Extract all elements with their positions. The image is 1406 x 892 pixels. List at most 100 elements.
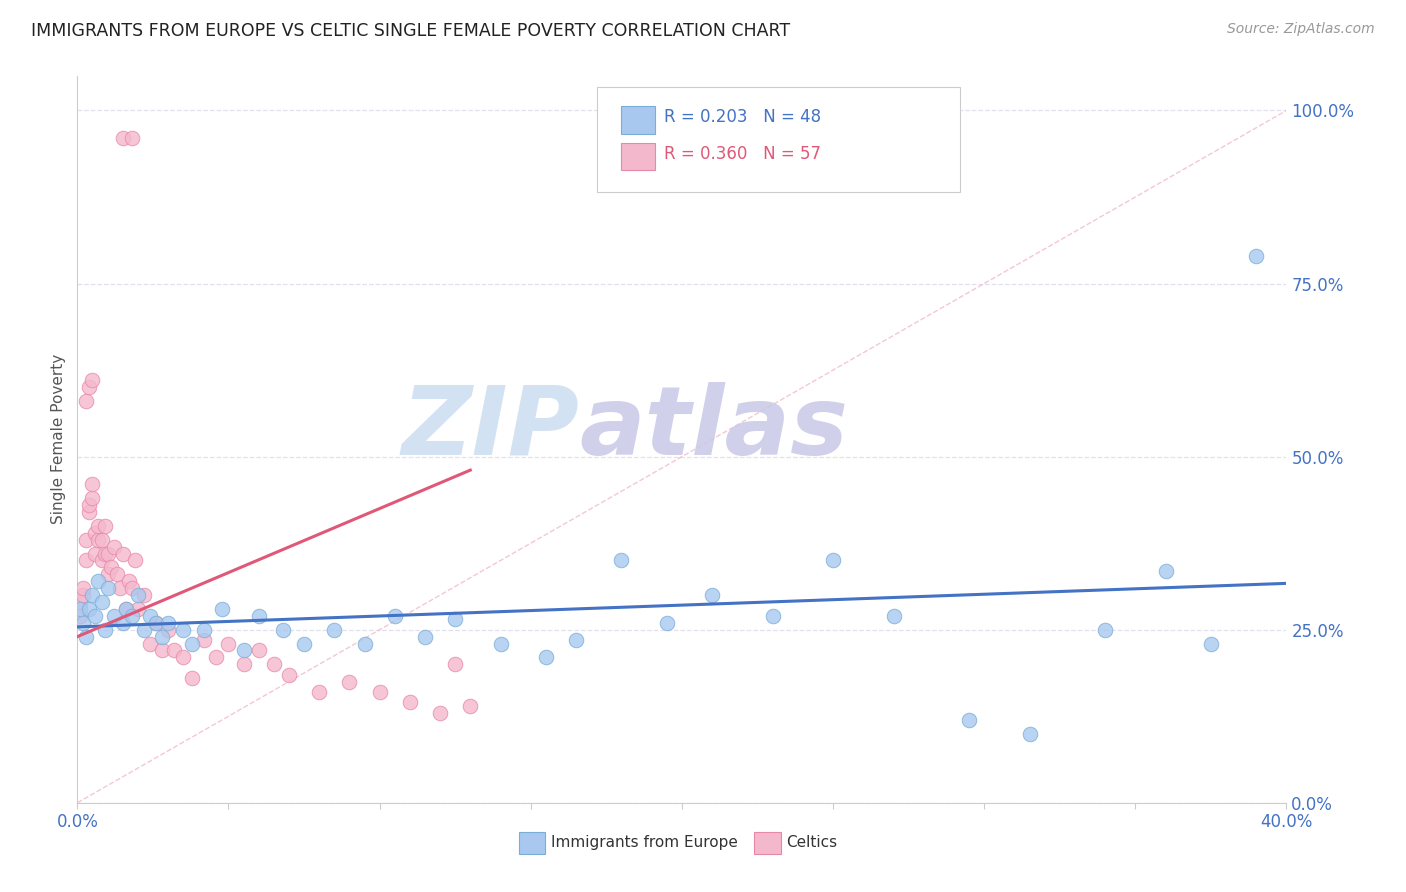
- Point: [69, 602, 91, 616]
- Point: [534, 650, 557, 665]
- Point: [278, 667, 301, 681]
- Point: [489, 636, 512, 650]
- Point: [84, 608, 107, 623]
- Point: [150, 643, 173, 657]
- Point: [762, 608, 785, 623]
- Point: [384, 608, 406, 623]
- Text: R = 0.203   N = 48: R = 0.203 N = 48: [664, 108, 821, 127]
- Point: [82, 477, 104, 491]
- Point: [218, 636, 240, 650]
- Point: [105, 567, 128, 582]
- Point: [84, 525, 107, 540]
- Y-axis label: Single Female Poverty: Single Female Poverty: [51, 354, 66, 524]
- FancyBboxPatch shape: [598, 87, 960, 192]
- Point: [132, 588, 155, 602]
- Text: Immigrants from Europe: Immigrants from Europe: [551, 835, 738, 850]
- Point: [108, 581, 131, 595]
- Point: [232, 643, 254, 657]
- Point: [75, 394, 97, 409]
- Point: [79, 602, 101, 616]
- Point: [702, 588, 724, 602]
- Point: [337, 674, 360, 689]
- Point: [69, 595, 91, 609]
- Point: [82, 491, 104, 505]
- Point: [1199, 636, 1222, 650]
- Bar: [621, 106, 655, 134]
- Point: [121, 608, 143, 623]
- Point: [69, 608, 91, 623]
- Point: [90, 595, 112, 609]
- Point: [957, 713, 980, 727]
- Point: [118, 574, 141, 589]
- Point: [172, 650, 194, 665]
- Point: [163, 643, 186, 657]
- Point: [145, 615, 167, 630]
- Bar: [519, 832, 546, 854]
- Point: [127, 602, 149, 616]
- Point: [1018, 726, 1040, 740]
- Point: [114, 602, 136, 616]
- Point: [655, 615, 678, 630]
- Point: [132, 623, 155, 637]
- Point: [413, 630, 436, 644]
- Point: [96, 547, 118, 561]
- Point: [458, 698, 481, 713]
- Text: Celtics: Celtics: [786, 835, 837, 850]
- Point: [72, 588, 94, 602]
- Point: [263, 657, 285, 672]
- Point: [82, 374, 104, 388]
- Point: [139, 608, 162, 623]
- Point: [79, 505, 101, 519]
- Point: [353, 636, 375, 650]
- Text: atlas: atlas: [579, 382, 848, 475]
- Point: [103, 608, 125, 623]
- Point: [444, 612, 467, 626]
- Point: [111, 615, 134, 630]
- Point: [157, 615, 180, 630]
- Point: [72, 615, 94, 630]
- Point: [1094, 623, 1116, 637]
- Point: [193, 633, 215, 648]
- Point: [821, 553, 844, 567]
- Point: [292, 636, 315, 650]
- Point: [181, 636, 204, 650]
- Point: [90, 533, 112, 547]
- Point: [96, 567, 118, 582]
- Point: [87, 533, 110, 547]
- Bar: [621, 143, 655, 170]
- Point: [87, 519, 110, 533]
- Point: [150, 630, 173, 644]
- Point: [139, 636, 162, 650]
- Point: [96, 581, 118, 595]
- Point: [610, 553, 633, 567]
- Point: [124, 553, 146, 567]
- Point: [93, 519, 115, 533]
- Point: [93, 623, 115, 637]
- Point: [429, 706, 451, 720]
- Point: [181, 671, 204, 685]
- Point: [121, 581, 143, 595]
- Point: [111, 131, 134, 145]
- Point: [145, 615, 167, 630]
- Point: [75, 553, 97, 567]
- Point: [368, 685, 391, 699]
- Point: [87, 574, 110, 589]
- Point: [1154, 564, 1177, 578]
- Point: [232, 657, 254, 672]
- Text: Source: ZipAtlas.com: Source: ZipAtlas.com: [1227, 22, 1375, 37]
- Bar: [755, 832, 782, 854]
- Point: [100, 560, 122, 574]
- Point: [75, 533, 97, 547]
- Text: IMMIGRANTS FROM EUROPE VS CELTIC SINGLE FEMALE POVERTY CORRELATION CHART: IMMIGRANTS FROM EUROPE VS CELTIC SINGLE …: [31, 22, 790, 40]
- Point: [323, 623, 346, 637]
- Point: [565, 633, 588, 648]
- Point: [75, 630, 97, 644]
- Text: ZIP: ZIP: [401, 382, 579, 475]
- Point: [193, 623, 215, 637]
- Point: [1246, 249, 1268, 263]
- Text: R = 0.360   N = 57: R = 0.360 N = 57: [664, 145, 821, 162]
- Point: [79, 498, 101, 512]
- Point: [127, 588, 149, 602]
- Point: [90, 553, 112, 567]
- Point: [247, 608, 270, 623]
